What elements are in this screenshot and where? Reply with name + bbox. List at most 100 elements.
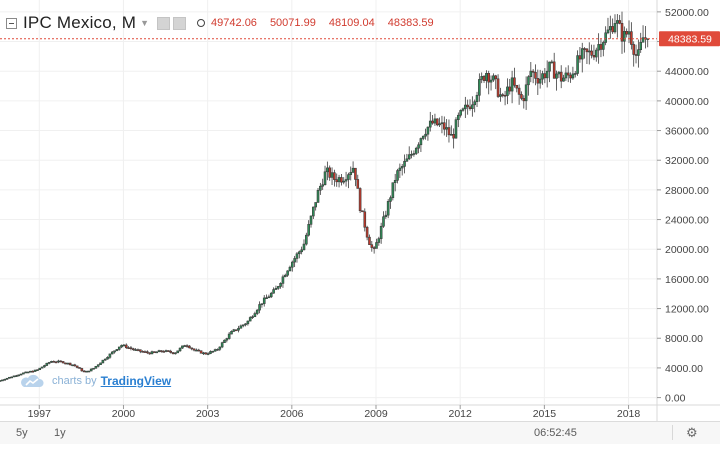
candle-body [478,79,481,96]
candle-body [8,376,11,379]
candle-body [529,70,533,78]
candle [73,363,77,367]
candle-body [559,71,563,82]
candle-body [136,349,140,351]
candle-body [365,226,369,238]
candle [426,126,430,141]
candle-body [501,94,505,96]
ohlc-open-value: 49742.06 [211,17,257,29]
candle [627,20,631,44]
format-icon[interactable] [157,16,171,30]
candle-body [414,147,418,154]
candle-body [45,362,49,366]
candle-body [630,31,633,45]
candle [206,352,210,356]
candle [251,315,254,320]
candle [389,195,392,209]
candle [379,222,383,244]
chevron-down-icon[interactable]: ▼ [140,18,150,28]
candle-body [24,371,28,374]
candle [466,99,469,115]
y-tick-label: 0.00 [665,393,686,405]
candle-body [321,184,324,187]
candle [468,99,472,111]
candle-body [148,352,151,355]
grid-lines [0,0,657,405]
candle-body [641,37,645,43]
symbol-title[interactable]: IPC Mexico, M [23,13,137,32]
candle-body [117,346,121,350]
candle [438,117,441,127]
candle [31,370,35,373]
candle [185,344,189,348]
candle [384,210,388,219]
close-series-icon[interactable] [173,16,187,30]
candle [227,332,231,340]
candle [312,206,315,219]
candle [96,364,100,368]
visibility-dot-icon[interactable] [197,19,206,27]
candle-body [209,351,212,354]
candle [24,371,28,374]
collapse-legend-icon[interactable] [6,17,17,29]
candle [178,347,182,352]
candle-body [557,71,561,75]
candle [527,75,530,96]
price-chart[interactable]: 0.00 4000.00 8000.00 12000.00 16000.00 20000.… [0,0,720,421]
candle-body [461,108,465,111]
tradingview-watermark[interactable]: charts by TradingView [20,374,171,388]
candle-body [623,31,626,42]
candle-body [450,134,453,136]
candle-body [279,283,282,287]
candle [559,65,563,89]
candle [237,325,240,333]
candle-body [372,247,376,249]
candle [557,71,561,79]
candle-body [87,370,91,373]
candle [314,202,317,211]
candle [279,282,282,289]
candle-body [59,360,63,363]
watermark-brand-link[interactable]: TradingView [100,374,172,388]
candle [50,360,53,363]
candle [513,67,516,88]
candle-body [489,79,493,83]
candle-body [459,110,462,116]
candle-body [616,20,619,24]
candle [298,250,301,259]
candle-body [141,351,144,353]
candle-body [531,70,535,73]
gear-icon[interactable]: ⚙ [686,425,698,440]
candle-body [566,72,570,76]
candle [167,350,170,352]
candle [80,367,84,372]
candle-body [454,119,458,139]
range-5y-button[interactable]: 5y [16,427,28,439]
candle-body [33,369,37,372]
candle [590,44,593,59]
candle [421,135,425,141]
range-1y-button[interactable]: 1y [54,427,66,439]
candle [15,374,18,377]
candle-body [153,351,156,353]
candle-body [272,289,275,294]
candle-body [513,77,516,86]
candle [290,260,294,272]
candle [382,211,385,228]
candle [386,199,390,219]
candle-body [410,153,413,156]
candle-body [265,297,268,299]
candle [370,240,374,252]
candle-body [433,118,437,124]
candle [113,350,116,354]
candle-body [386,201,390,216]
candle-body [494,75,498,80]
y-tick-label: 20000.00 [665,244,709,256]
candle-body [96,364,100,367]
candle [358,187,362,213]
candle-body [71,364,74,367]
candle [319,182,322,195]
candle [492,73,495,82]
candle-body [15,375,18,377]
candle-body [38,367,42,371]
